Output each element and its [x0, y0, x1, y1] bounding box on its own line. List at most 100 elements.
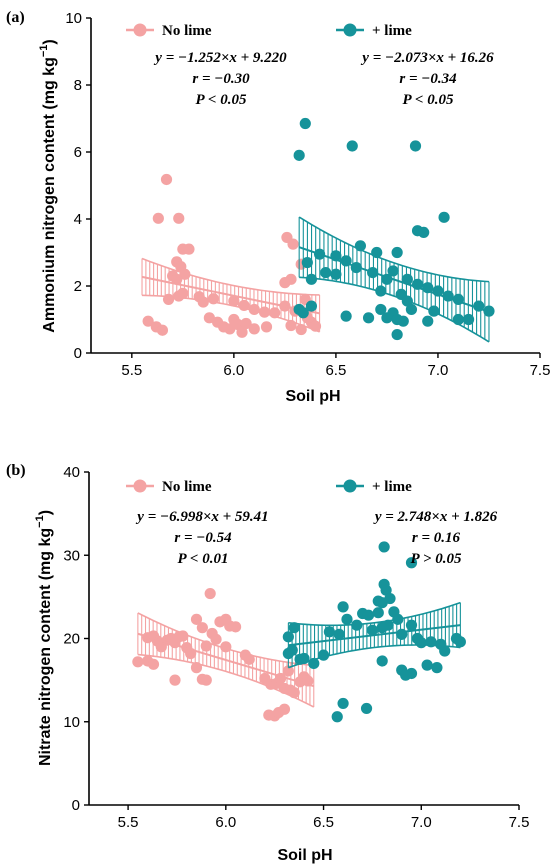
svg-text:Nitrate nitrogen content (mg k: Nitrate nitrogen content (mg kg−1) — [34, 510, 54, 766]
panel-b-lime-band-upper — [288, 601, 461, 627]
panel-b-no-lime-fit-line — [137, 632, 315, 688]
panel-a-no-lime-point — [171, 273, 183, 285]
panel-b-no-lime-point — [177, 630, 189, 642]
panel-a-legend: No lime y = −1.252×x + 9.220 r = −0.30 P < … — [126, 23, 494, 108]
panel-b-lime-point — [298, 652, 310, 665]
panel-b-x-tick-label: 7.5 — [509, 814, 530, 831]
panel-b-lime-point — [384, 592, 396, 605]
panel-b-lime-point — [439, 645, 451, 657]
panel-b-no-lime-point — [282, 665, 294, 677]
svg-text:Ammonium nitrogen content (mg: Ammonium nitrogen content (mg kg−1) — [38, 39, 58, 332]
panel-b-lime-point — [380, 584, 392, 596]
panel-a-lime-fit-line — [298, 246, 490, 313]
panel-a-no-lime-stat: y = −1.252×x + 9.220 — [153, 50, 287, 66]
panel-b-no-lime-point — [229, 621, 242, 633]
panel-a-no-lime-point — [279, 277, 291, 289]
panel-a-lime-point — [409, 140, 422, 152]
panel-b-no-lime-legend-label: No lime — [162, 479, 212, 495]
panel-b-y-tick-label: 30 — [63, 547, 80, 564]
panel-a-no-lime-point — [197, 296, 209, 308]
panel-a-x-tick-label: 6.0 — [223, 362, 244, 379]
panel-b-no-lime-point — [200, 640, 212, 652]
panel-b-x-tick-label: 6.0 — [215, 814, 236, 831]
panel-b-lime-point — [341, 613, 353, 625]
panel-a-lime-point — [391, 246, 403, 259]
panel-b-x-tick-label: 6.5 — [313, 814, 334, 831]
panel-a-lime-point — [305, 300, 318, 312]
panel-a-no-lime-point — [248, 323, 260, 335]
panel-a-no-lime-point — [309, 320, 322, 332]
panel-a-y-title-close: ) — [41, 39, 58, 44]
panel-b-lime-point — [351, 619, 363, 631]
panel-a-no-lime-stat: P < 0.05 — [196, 92, 247, 108]
panel-b-x-tick-label: 7.0 — [411, 814, 432, 831]
panel-a-lime-point — [299, 117, 311, 130]
panel-b-y-tick-label: 0 — [72, 797, 80, 814]
panel-b-lime-point — [378, 541, 390, 553]
panel-a-no-lime-point — [228, 295, 240, 307]
panel-b-y-axis-title: Nitrate nitrogen content (mg kg−1) — [34, 510, 54, 766]
panel-a-label: (a) — [6, 9, 25, 26]
panel-b-lime-stat: r = 0.16 — [412, 530, 461, 546]
panel-a-no-lime-point — [173, 212, 185, 224]
panel-b-no-lime-point — [243, 653, 255, 665]
panel-a-no-lime-point — [269, 307, 281, 319]
panel-b-no-lime-point — [132, 656, 144, 668]
panel-a-no-lime-point — [248, 303, 260, 316]
panel-b-lime-point — [282, 647, 294, 660]
panel-a-lime-point — [397, 315, 409, 327]
panel-a-no-lime-band-upper — [141, 257, 320, 296]
panel-a-no-lime-point — [240, 317, 252, 330]
panel-a-lime-point — [452, 313, 464, 326]
panel-b-no-lime-point — [190, 662, 203, 674]
panel-b-legend: No lime y = −6.998×x + 59.41 r = −0.54 P < … — [126, 479, 498, 567]
panel-b-no-lime-point — [210, 633, 222, 645]
panel-a-x-tick-label: 7.0 — [428, 362, 449, 379]
panel-a-y-tick-label: 2 — [74, 278, 82, 295]
panel-b-lime-point — [405, 557, 418, 569]
panel-b-lime-point — [431, 662, 443, 674]
panel-a-marks — [141, 117, 495, 343]
panel-b-x-axis-title: Soil pH — [277, 847, 332, 864]
panel-a-no-lime-point — [207, 293, 220, 305]
panel-b-y-tick-label: 20 — [63, 631, 80, 648]
panel-b-lime-point — [333, 628, 345, 640]
panel-a-no-lime-point — [258, 306, 271, 318]
panel-a-lime-point — [320, 267, 332, 279]
panel-a-axes: 5.5 6.0 6.5 7.0 7.5 0 2 4 6 8 10 — [65, 10, 550, 379]
panel-b-lime-point — [337, 697, 349, 710]
panel-a-y-tick-label: 10 — [65, 10, 82, 27]
panel-b-lime-point — [405, 667, 418, 680]
panel-b-no-lime-point — [220, 641, 232, 653]
panel-b-lime-legend-marker — [343, 479, 357, 493]
panel-a-lime-point — [340, 310, 352, 322]
panel-a-y-title-sup: −1 — [38, 45, 50, 58]
panel-a-no-lime-point — [177, 287, 189, 299]
panel-b-label: (b) — [6, 462, 26, 479]
panel-b-lime-point — [323, 626, 336, 638]
panel-b-no-lime-stat: r = −0.54 — [174, 530, 232, 546]
panel-b-lime-point — [317, 649, 330, 661]
panel-a-no-lime-fit-line — [141, 275, 320, 315]
panel-a-no-lime-point — [179, 268, 191, 280]
panel-b-lime-point — [282, 631, 294, 643]
panel-a-lime-point — [362, 312, 375, 324]
panel-a-lime-point — [428, 305, 440, 317]
panel-a-lime-point — [305, 273, 318, 285]
panel-a-no-lime-legend-label: No lime — [162, 23, 212, 39]
panel-a-x-tick-label: 5.5 — [121, 362, 142, 379]
panel-b-no-lime-legend-marker — [133, 479, 147, 493]
panel-a-no-lime-point — [183, 243, 195, 255]
panel-b-y-title-sup: −1 — [34, 515, 46, 528]
panel-a-x-tick-label: 6.5 — [325, 362, 346, 379]
panel-a-no-lime-legend-marker — [133, 23, 147, 37]
panel-a-lime-stat: P < 0.05 — [403, 92, 454, 108]
panel-b-no-lime-point — [169, 674, 181, 686]
panel-b-lime-point — [288, 622, 300, 634]
panel-a-no-lime-point — [156, 324, 169, 336]
panel-a-lime-legend-label: + lime — [372, 23, 412, 39]
panel-a-lime-band-upper — [298, 216, 490, 283]
panel-b-marks — [132, 541, 466, 723]
panel-a-lime-point — [375, 303, 387, 316]
